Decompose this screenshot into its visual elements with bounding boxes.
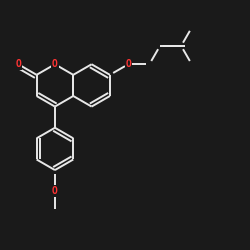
Text: O: O — [125, 59, 131, 69]
Text: O: O — [15, 59, 21, 69]
Text: O: O — [52, 59, 58, 69]
Text: O: O — [52, 186, 58, 196]
